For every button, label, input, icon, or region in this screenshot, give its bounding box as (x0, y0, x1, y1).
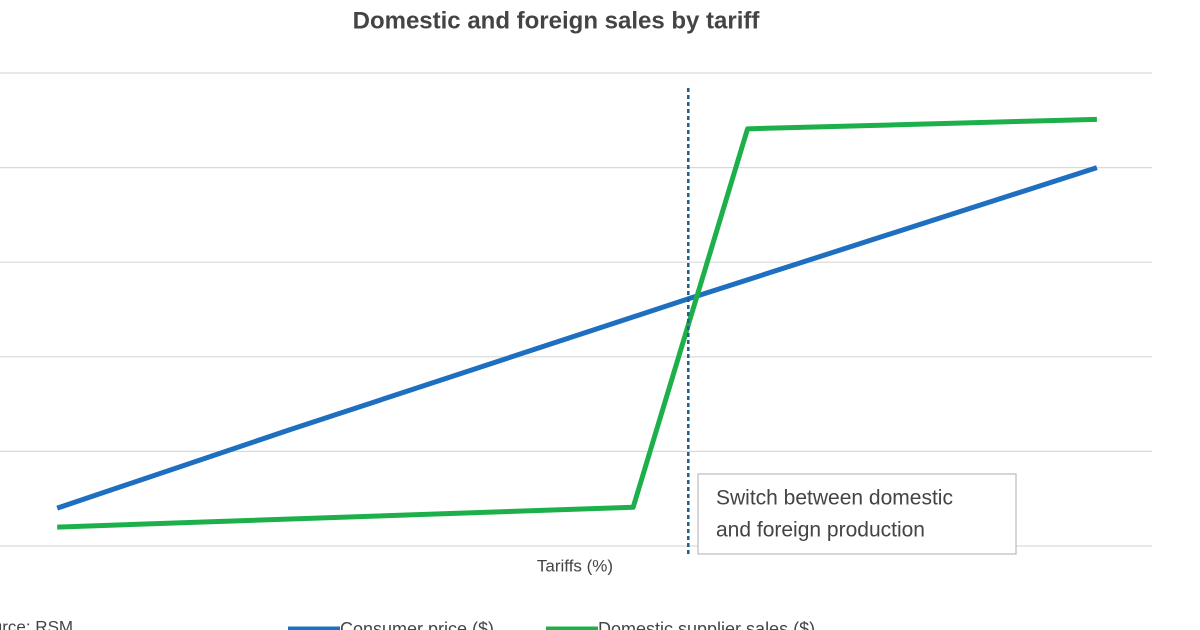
annotation-text: and foreign production (716, 519, 925, 542)
annotation-text: Switch between domestic (716, 487, 953, 510)
chart-title: Domestic and foreign sales by tariff (353, 7, 761, 34)
annotation-box (697, 473, 1017, 555)
source: Source: RSM (0, 617, 73, 630)
legend-label: Domestic supplier sales ($) (598, 619, 815, 630)
legend-label: Consumer price ($) (340, 619, 494, 630)
line-series (56, 165, 1098, 511)
line-series (57, 116, 1097, 530)
x-axis-label: Tariffs (%) (537, 556, 613, 575)
